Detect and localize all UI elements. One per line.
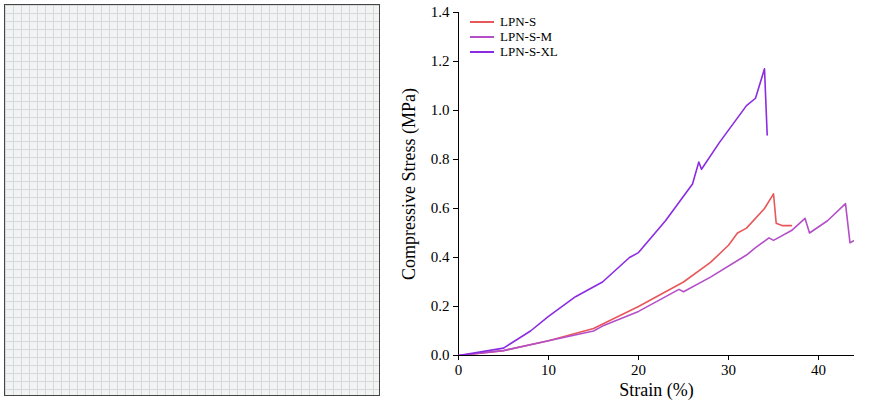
svg-text:30: 30 xyxy=(721,362,736,378)
svg-text:0.6: 0.6 xyxy=(431,200,450,216)
svg-text:0.8: 0.8 xyxy=(431,151,450,167)
svg-text:1.0: 1.0 xyxy=(431,102,450,118)
html-text:LPN-S: LPN-S xyxy=(500,14,537,29)
svg-text:0.4: 0.4 xyxy=(431,249,450,265)
svg-text:40: 40 xyxy=(811,362,826,378)
svg-text:20: 20 xyxy=(631,362,646,378)
svg-text:0.2: 0.2 xyxy=(431,298,450,314)
svg-text:Compressive Stress (MPa): Compressive Stress (MPa) xyxy=(399,88,420,280)
svg-text:1.2: 1.2 xyxy=(431,53,450,69)
svg-text:10: 10 xyxy=(541,362,556,378)
svg-text:1.4: 1.4 xyxy=(431,4,450,20)
svg-text:0: 0 xyxy=(455,362,463,378)
svg-text:Strain (%): Strain (%) xyxy=(619,380,693,401)
html-text:LPN-S-XL: LPN-S-XL xyxy=(500,44,558,59)
svg-text:0.0: 0.0 xyxy=(431,347,450,363)
html-text:LPN-S-M: LPN-S-M xyxy=(500,29,552,44)
